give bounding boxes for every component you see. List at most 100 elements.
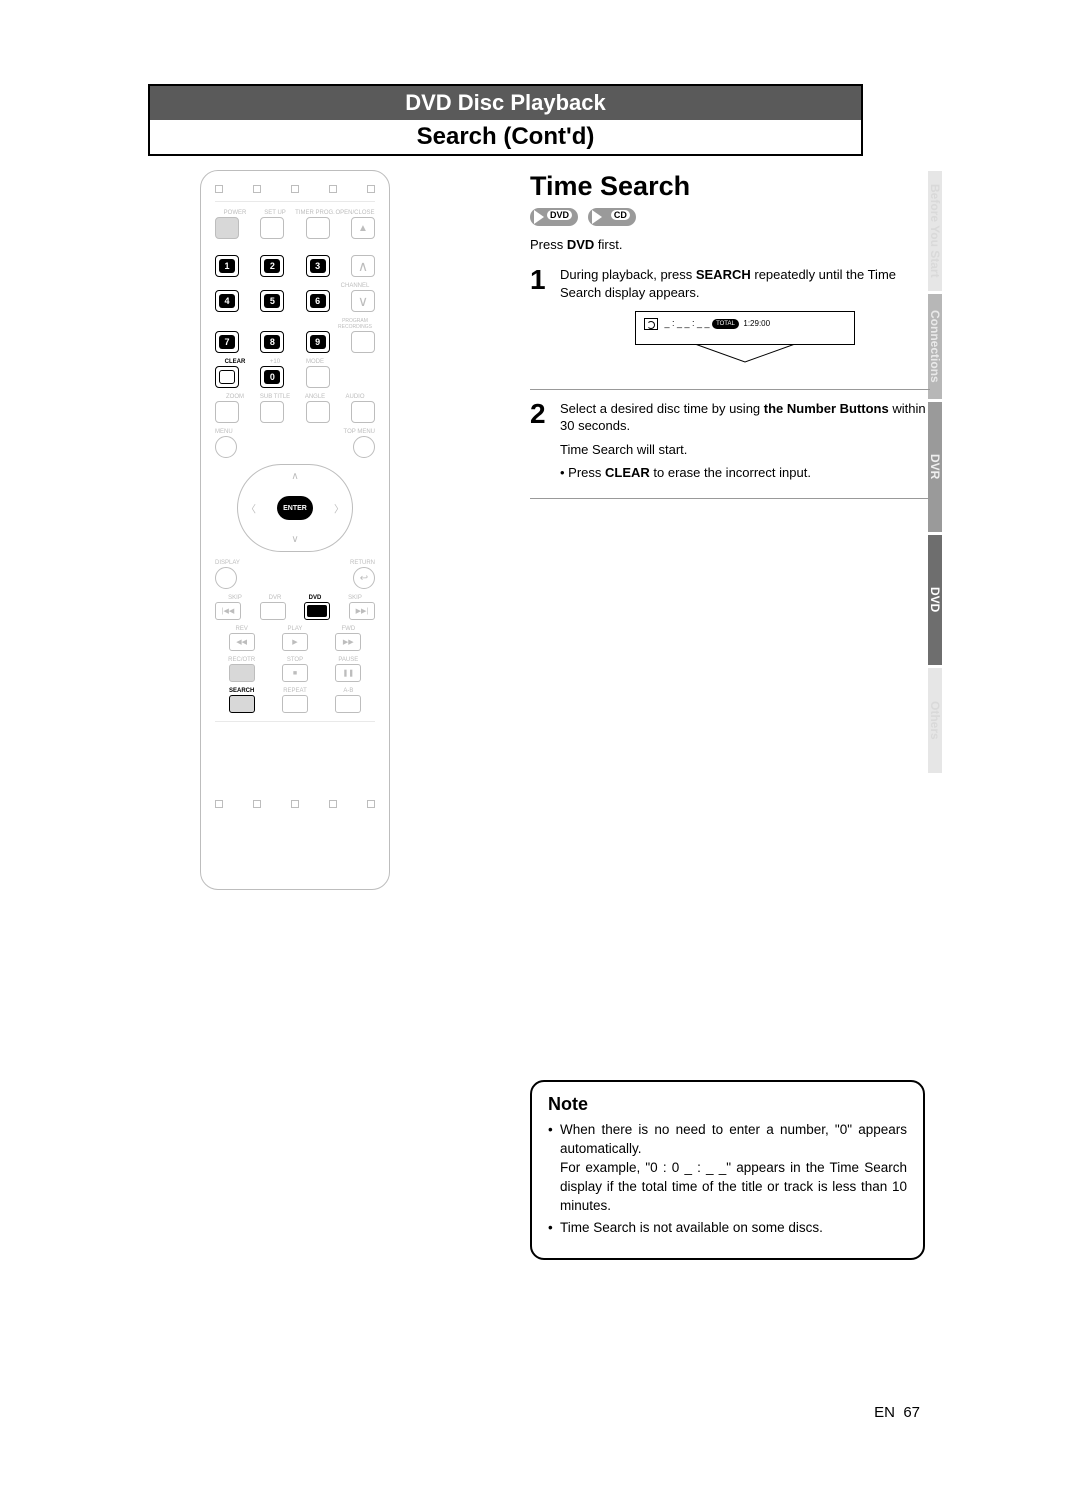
skip-back-button[interactable]: |◀◀	[215, 602, 241, 620]
total-label: TOTAL	[712, 319, 739, 329]
num-9-button[interactable]: 9	[306, 331, 330, 353]
cd-badge: CD	[588, 208, 636, 226]
num-3-button[interactable]: 3	[306, 255, 330, 277]
mode-label: MODE	[295, 359, 335, 365]
left-arrow-icon: 〈	[246, 501, 256, 516]
ab-label: A-B	[322, 688, 375, 694]
header-title: Search (Cont'd)	[150, 120, 861, 154]
step-2-number: 2	[530, 400, 560, 428]
dvr-button[interactable]	[260, 602, 286, 620]
rev-button[interactable]: ◀◀	[229, 633, 255, 651]
clear-label: CLEAR	[215, 359, 255, 365]
power-label: POWER	[215, 210, 255, 216]
tab-connections: Connections	[928, 294, 942, 399]
open-close-button[interactable]: ▲	[351, 217, 375, 239]
num-8-button[interactable]: 8	[260, 331, 284, 353]
setup-button[interactable]	[260, 217, 284, 239]
num-4-button[interactable]: 4	[215, 290, 239, 312]
intro-line: Press DVD first.	[530, 237, 930, 252]
page-footer: EN 67	[0, 1404, 920, 1421]
note-item-1: When there is no need to enter a number,…	[548, 1121, 907, 1215]
dvr-label: DVR	[255, 595, 295, 601]
search-button[interactable]	[229, 695, 255, 713]
led-icon	[329, 185, 337, 193]
side-tabs: Before You Start Connections DVR DVD Oth…	[928, 171, 955, 776]
enter-button[interactable]: ENTER	[277, 496, 313, 520]
display-button[interactable]	[215, 567, 237, 589]
timer-label: TIMER PROG.	[295, 210, 335, 216]
led-icon	[329, 800, 337, 808]
num-7-button[interactable]: 7	[215, 331, 239, 353]
step-1: 1 During playback, press SEARCH repeated…	[530, 262, 930, 390]
channel-up-button[interactable]: ∧	[351, 255, 375, 277]
tab-dvd: DVD	[928, 535, 942, 665]
play-label: PLAY	[268, 626, 321, 632]
subtitle-button[interactable]	[260, 401, 284, 423]
dpad[interactable]: ∧ 〈 〉 ∨ ENTER	[237, 464, 353, 552]
timer-button[interactable]	[306, 217, 330, 239]
subtitle-label: SUB TITLE	[255, 394, 295, 400]
channel-down-button[interactable]: ∨	[351, 290, 375, 312]
dvd-label: DVD	[295, 595, 335, 601]
skip-label: SKIP	[215, 595, 255, 601]
led-icon	[253, 185, 261, 193]
angle-button[interactable]	[306, 401, 330, 423]
header-bar: DVD Disc Playback Search (Cont'd)	[148, 84, 863, 156]
note-title: Note	[548, 1094, 907, 1115]
setup-label: SET UP	[255, 210, 295, 216]
tab-others: Others	[928, 668, 942, 773]
tv-screen: _ : _ _ : _ _ TOTAL 1:29:00	[635, 311, 855, 345]
led-icon	[367, 185, 375, 193]
num-5-button[interactable]: 5	[260, 290, 284, 312]
led-icon	[253, 800, 261, 808]
audio-button[interactable]	[351, 401, 375, 423]
top-menu-button[interactable]	[353, 436, 375, 458]
num-2-button[interactable]: 2	[260, 255, 284, 277]
clock-icon	[644, 318, 658, 330]
menu-button[interactable]	[215, 436, 237, 458]
step-1-body: During playback, press SEARCH repeatedly…	[560, 266, 930, 379]
stop-button[interactable]: ■	[282, 664, 308, 682]
num-1-button[interactable]: 1	[215, 255, 239, 277]
topmenu-label: TOP MENU	[295, 429, 375, 435]
recordings-button[interactable]	[351, 331, 375, 353]
plus10-label: +10	[255, 359, 295, 365]
zoom-button[interactable]	[215, 401, 239, 423]
fwd-button[interactable]: ▶▶	[335, 633, 361, 651]
tv-stand-icon	[635, 344, 855, 364]
header-category: DVD Disc Playback	[150, 86, 861, 120]
stop-label: STOP	[268, 657, 321, 663]
play-button[interactable]: ▶	[282, 633, 308, 651]
channel-label: CHANNEL	[335, 283, 375, 289]
led-icon	[215, 185, 223, 193]
tab-dvr: DVR	[928, 402, 942, 532]
num-0-button[interactable]: 0	[260, 366, 284, 388]
menu-label: MENU	[215, 429, 295, 435]
display-label: DISPLAY	[215, 560, 295, 566]
pause-label: PAUSE	[322, 657, 375, 663]
time-dashes: _ : _ _ : _ _	[665, 318, 710, 328]
return-button[interactable]: ↩	[353, 567, 375, 589]
dvd-button[interactable]	[304, 602, 330, 620]
mode-button[interactable]	[306, 366, 330, 388]
angle-label: ANGLE	[295, 394, 335, 400]
note-box: Note When there is no need to enter a nu…	[530, 1080, 925, 1260]
return-label: RETURN	[295, 560, 375, 566]
down-arrow-icon: ∨	[291, 534, 298, 545]
total-time: 1:29:00	[743, 319, 770, 328]
rev-label: REV	[215, 626, 268, 632]
fwd-label: FWD	[322, 626, 375, 632]
rec-button[interactable]	[229, 664, 255, 682]
pause-button[interactable]: ❚❚	[335, 664, 361, 682]
skip-fwd-button[interactable]: ▶▶|	[349, 602, 375, 620]
ab-button[interactable]	[335, 695, 361, 713]
tab-before-you-start: Before You Start	[928, 171, 942, 291]
up-arrow-icon: ∧	[291, 471, 298, 482]
open-label: OPEN/CLOSE	[335, 210, 375, 216]
repeat-button[interactable]	[282, 695, 308, 713]
num-6-button[interactable]: 6	[306, 290, 330, 312]
skip-label: SKIP	[335, 595, 375, 601]
section-heading: Time Search	[530, 171, 690, 202]
clear-button[interactable]	[215, 366, 239, 388]
power-button[interactable]	[215, 217, 239, 239]
